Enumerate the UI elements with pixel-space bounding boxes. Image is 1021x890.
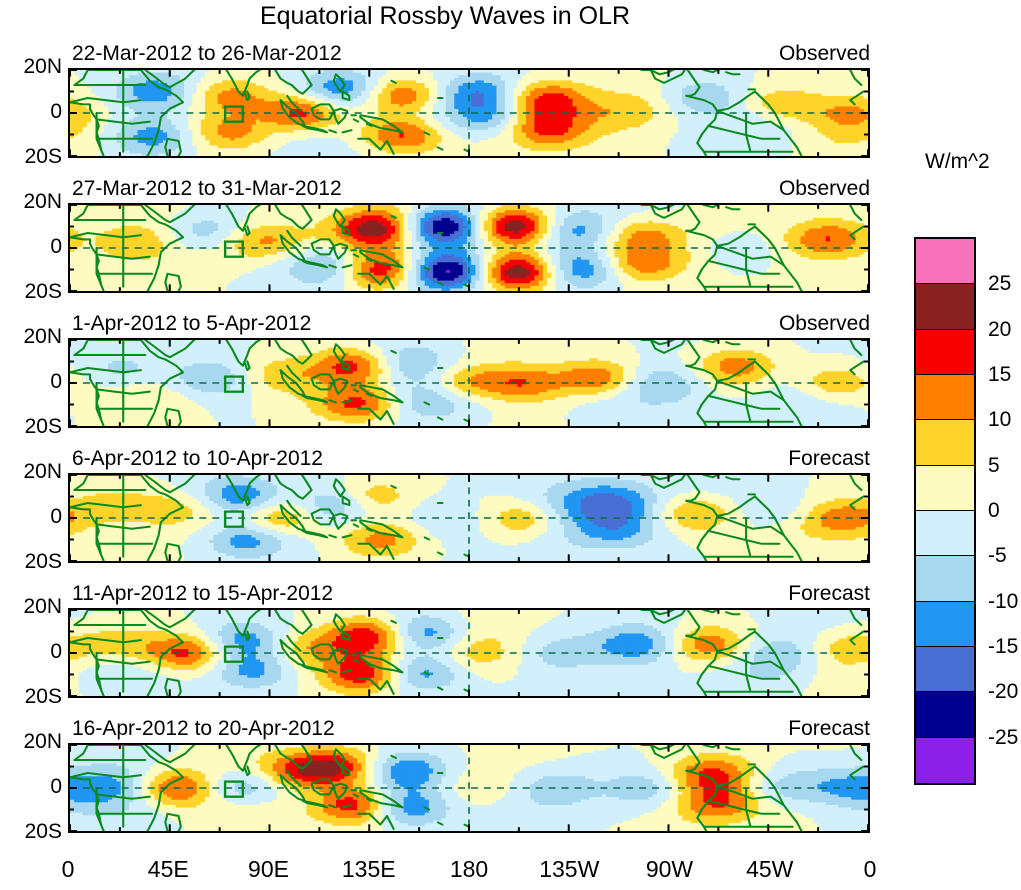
colorbar-tick-neg15: -15 (988, 635, 1018, 659)
panel-kind-5: Forecast (788, 582, 870, 606)
colorbar-tick-20: 20 (988, 318, 1011, 342)
y-tick-20N-panel-5: 20N (0, 595, 62, 619)
y-tick-0-panel-6: 0 (0, 775, 62, 799)
x-tick-7: 45W (746, 856, 793, 883)
colorbar-band-3 (916, 374, 974, 421)
map-panel-4 (68, 473, 870, 563)
map-panel-6 (68, 743, 870, 833)
x-tick-0: 0 (62, 856, 75, 883)
y-tick-0-panel-3: 0 (0, 370, 62, 394)
y-tick-20S-panel-1: 20S (0, 145, 62, 169)
colorbar-band-11 (916, 737, 974, 783)
panel-kind-4: Forecast (788, 447, 870, 471)
x-tick-5: 135W (539, 856, 599, 883)
panel-date-range-1: 22-Mar-2012 to 26-Mar-2012 (72, 42, 342, 66)
colorbar-tick-15: 15 (988, 363, 1011, 387)
colorbar-band-0 (916, 239, 974, 285)
colorbar-band-2 (916, 329, 974, 375)
panel-date-range-4: 6-Apr-2012 to 10-Apr-2012 (72, 447, 323, 471)
x-tick-8: 0 (864, 856, 877, 883)
colorbar-tick-10: 10 (988, 408, 1011, 432)
colorbar (914, 237, 976, 785)
panel-date-range-6: 16-Apr-2012 to 20-Apr-2012 (72, 717, 335, 741)
y-tick-20S-panel-6: 20S (0, 820, 62, 844)
y-tick-0-panel-2: 0 (0, 235, 62, 259)
y-tick-0-panel-1: 0 (0, 100, 62, 124)
map-panel-1 (68, 68, 870, 158)
panel-kind-1: Observed (779, 42, 870, 66)
map-panel-3 (68, 338, 870, 428)
colorbar-tick-neg25: -25 (988, 726, 1018, 750)
panel-date-range-5: 11-Apr-2012 to 15-Apr-2012 (72, 582, 333, 606)
colorbar-band-8 (916, 601, 974, 647)
colorbar-unit-label: W/m^2 (925, 150, 990, 174)
y-tick-20S-panel-5: 20S (0, 685, 62, 709)
x-tick-2: 90E (248, 856, 289, 883)
y-tick-20N-panel-3: 20N (0, 325, 62, 349)
panel-date-range-2: 27-Mar-2012 to 31-Mar-2012 (72, 177, 342, 201)
page-title: Equatorial Rossby Waves in OLR (0, 2, 890, 31)
colorbar-band-6 (916, 510, 974, 557)
y-tick-20S-panel-2: 20S (0, 280, 62, 304)
colorbar-band-5 (916, 465, 974, 511)
x-tick-1: 45E (148, 856, 189, 883)
y-tick-20S-panel-4: 20S (0, 550, 62, 574)
x-tick-3: 135E (342, 856, 396, 883)
colorbar-tick-5: 5 (988, 454, 1000, 478)
colorbar-band-4 (916, 420, 974, 466)
panel-kind-2: Observed (779, 177, 870, 201)
x-tick-6: 90W (646, 856, 693, 883)
y-tick-0-panel-4: 0 (0, 505, 62, 529)
colorbar-tick-neg5: -5 (988, 544, 1007, 568)
y-tick-20N-panel-4: 20N (0, 460, 62, 484)
colorbar-tick-neg10: -10 (988, 590, 1018, 614)
y-tick-20N-panel-1: 20N (0, 55, 62, 79)
panel-date-range-3: 1-Apr-2012 to 5-Apr-2012 (72, 312, 311, 336)
colorbar-band-1 (916, 284, 974, 330)
colorbar-tick-neg20: -20 (988, 680, 1018, 704)
colorbar-band-7 (916, 556, 974, 602)
panel-kind-3: Observed (779, 312, 870, 336)
panel-kind-6: Forecast (788, 717, 870, 741)
colorbar-tick-0: 0 (988, 499, 1000, 523)
colorbar-band-9 (916, 646, 974, 693)
map-panel-5 (68, 608, 870, 698)
x-tick-4: 180 (450, 856, 488, 883)
y-tick-20N-panel-2: 20N (0, 190, 62, 214)
y-tick-20N-panel-6: 20N (0, 730, 62, 754)
colorbar-tick-25: 25 (988, 272, 1011, 296)
map-panel-2 (68, 203, 870, 293)
colorbar-band-10 (916, 692, 974, 738)
y-tick-0-panel-5: 0 (0, 640, 62, 664)
y-tick-20S-panel-3: 20S (0, 415, 62, 439)
